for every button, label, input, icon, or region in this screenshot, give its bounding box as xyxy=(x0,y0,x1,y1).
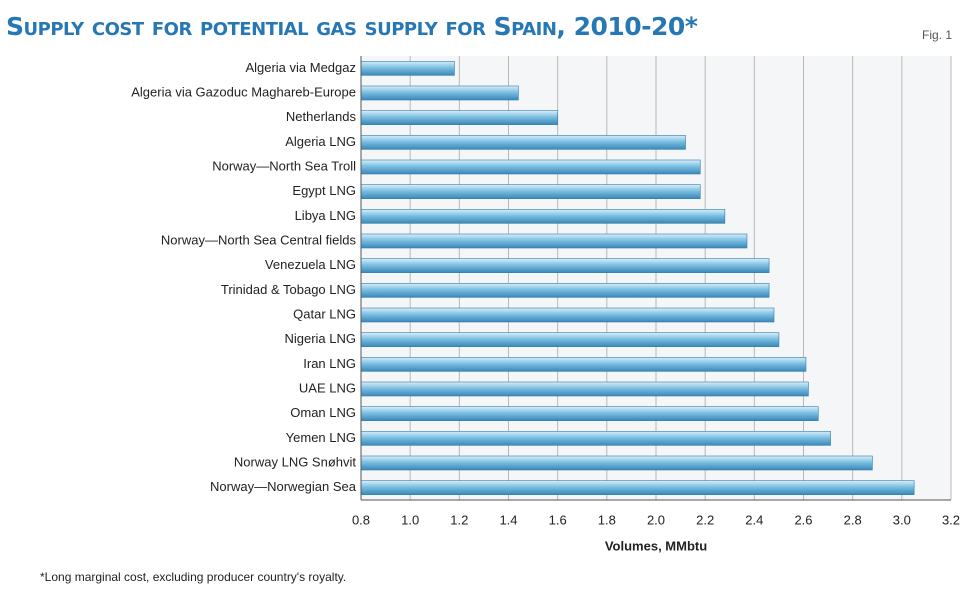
y-tick-label: Algeria via Gazoduc Maghareb-Europe xyxy=(131,84,356,99)
x-tick-label: 1.2 xyxy=(450,512,468,527)
bar xyxy=(360,431,831,446)
figure-label: Fig. 1 xyxy=(922,28,952,42)
bar xyxy=(360,332,780,347)
y-tick-label: Norway—Norwegian Sea xyxy=(210,479,357,494)
x-tick-label: 2.6 xyxy=(794,512,812,527)
x-tick-label: 3.0 xyxy=(893,512,911,527)
y-tick-label: Norway—North Sea Central fields xyxy=(161,232,357,247)
bar xyxy=(360,159,701,175)
x-tick-label: 3.2 xyxy=(942,512,960,527)
x-tick-label: 2.8 xyxy=(844,512,862,527)
y-tick-label: UAE LNG xyxy=(299,380,356,395)
y-tick-label: Libya LNG xyxy=(295,208,356,223)
y-tick-label: Egypt LNG xyxy=(292,183,356,198)
x-tick-label: 1.4 xyxy=(499,512,517,527)
x-tick-label: 1.6 xyxy=(549,512,567,527)
y-tick-label: Norway LNG Snøhvit xyxy=(234,454,356,469)
bar xyxy=(360,61,455,76)
bar xyxy=(360,110,558,125)
x-tick-label: 1.0 xyxy=(401,512,419,527)
y-tick-label: Algeria via Medgaz xyxy=(245,60,356,75)
bar xyxy=(360,283,770,298)
y-tick-label: Oman LNG xyxy=(290,405,356,420)
x-tick-label: 2.0 xyxy=(647,512,665,527)
bar xyxy=(360,184,701,199)
y-tick-label: Algeria LNG xyxy=(285,134,356,149)
x-tick-label: 0.8 xyxy=(352,512,370,527)
x-axis-label: Volumes, MMbtu xyxy=(605,538,707,553)
y-tick-label: Venezuela LNG xyxy=(265,257,356,272)
x-tick-label: 2.2 xyxy=(696,512,714,527)
bar xyxy=(360,455,873,471)
y-tick-label: Iran LNG xyxy=(303,356,356,371)
bar xyxy=(360,307,775,323)
y-tick-label: Norway—North Sea Troll xyxy=(212,158,356,173)
bar xyxy=(360,381,809,397)
y-tick-label: Yemen LNG xyxy=(286,430,356,445)
bar xyxy=(360,480,915,495)
y-tick-label: Nigeria LNG xyxy=(284,331,356,346)
bar xyxy=(360,135,686,150)
y-tick-label: Trinidad & Tobago LNG xyxy=(221,282,356,297)
bar xyxy=(360,233,748,249)
bar xyxy=(360,357,807,372)
bar xyxy=(360,406,819,421)
chart-title: Supply cost for potential gas supply for… xyxy=(6,12,698,41)
bar xyxy=(360,209,726,224)
bar xyxy=(360,258,770,273)
footnote: *Long marginal cost, excluding producer … xyxy=(40,570,346,584)
bar xyxy=(360,85,519,101)
x-tick-label: 2.4 xyxy=(745,512,763,527)
y-tick-label: Netherlands xyxy=(286,109,357,124)
y-tick-label: Qatar LNG xyxy=(293,306,356,321)
x-tick-label: 1.8 xyxy=(598,512,616,527)
